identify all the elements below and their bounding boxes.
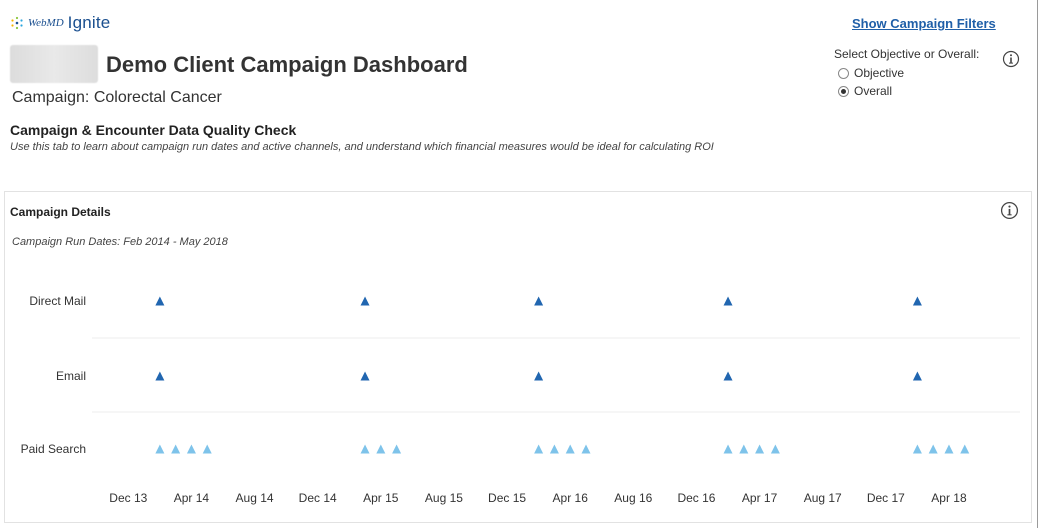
x-tick-label: Apr 15 <box>363 491 399 505</box>
x-tick-label: Dec 15 <box>488 491 526 505</box>
logo-prefix: WebMD <box>28 17 64 29</box>
campaign-details-panel <box>4 191 1032 523</box>
marker-paid-search <box>186 444 196 454</box>
marker-paid-search <box>360 444 370 454</box>
marker-paid-search <box>723 444 733 454</box>
radio-overall-label: Overall <box>854 84 893 98</box>
radio-overall[interactable]: Overall <box>838 84 892 98</box>
marker-paid-search <box>392 444 402 454</box>
x-tick-label: Aug 17 <box>804 491 842 505</box>
marker-direct-mail <box>155 296 165 306</box>
radio-objective-label: Objective <box>854 66 905 80</box>
marker-email <box>155 371 165 381</box>
page-title: Demo Client Campaign Dashboard <box>106 52 468 77</box>
marker-paid-search <box>770 444 780 454</box>
sparkle-icon <box>11 16 23 30</box>
webmd-ignite-logo: WebMD Ignite <box>10 13 110 33</box>
marker-direct-mail <box>912 296 922 306</box>
x-tick-label: Dec 17 <box>867 491 905 505</box>
marker-paid-search <box>534 444 544 454</box>
marker-direct-mail <box>723 296 733 306</box>
marker-paid-search <box>155 444 165 454</box>
marker-paid-search <box>944 444 954 454</box>
marker-paid-search <box>739 444 749 454</box>
info-icon[interactable] <box>1002 50 1020 68</box>
row-label-1: Email <box>56 369 86 383</box>
marker-email <box>723 371 733 381</box>
radio-objective[interactable]: Objective <box>838 66 904 80</box>
x-tick-label: Apr 16 <box>553 491 589 505</box>
x-tick-label: Aug 14 <box>236 491 274 505</box>
logo-name: Ignite <box>67 13 111 32</box>
marker-paid-search <box>565 444 575 454</box>
client-logo-placeholder <box>10 45 98 83</box>
x-tick-label: Dec 16 <box>677 491 715 505</box>
show-campaign-filters-link[interactable]: Show Campaign Filters <box>852 16 996 31</box>
x-tick-label: Apr 17 <box>742 491 778 505</box>
marker-direct-mail <box>534 296 544 306</box>
x-tick-label: Dec 13 <box>109 491 147 505</box>
radio-objective-circle[interactable] <box>838 67 849 79</box>
marker-paid-search <box>376 444 386 454</box>
panel-title: Campaign Details <box>10 205 111 219</box>
marker-paid-search <box>928 444 938 454</box>
row-label-2: Paid Search <box>21 442 86 456</box>
section-subtitle: Use this tab to learn about campaign run… <box>10 141 714 153</box>
section-title: Campaign & Encounter Data Quality Check <box>10 122 297 138</box>
marker-paid-search <box>202 444 212 454</box>
campaign-label: Campaign: Colorectal Cancer <box>12 89 222 106</box>
x-tick-label: Aug 15 <box>425 491 463 505</box>
marker-email <box>360 371 370 381</box>
marker-email <box>534 371 544 381</box>
x-tick-label: Aug 16 <box>614 491 652 505</box>
radio-overall-circle[interactable] <box>838 85 849 97</box>
marker-email <box>912 371 922 381</box>
marker-direct-mail <box>360 296 370 306</box>
campaign-run-dates: Campaign Run Dates: Feb 2014 - May 2018 <box>12 236 228 248</box>
campaign-channel-chart: Direct Mail Email Paid Search Dec 13 Apr 14 A… <box>21 294 1020 505</box>
x-tick-label: Apr 18 <box>931 491 967 505</box>
marker-paid-search <box>912 444 922 454</box>
x-tick-label: Apr 14 <box>174 491 210 505</box>
marker-paid-search <box>549 444 559 454</box>
marker-paid-search <box>171 444 181 454</box>
objective-selector-label: Select Objective or Overall: <box>834 47 980 61</box>
marker-paid-search <box>755 444 765 454</box>
x-tick-label: Dec 14 <box>299 491 337 505</box>
marker-paid-search <box>581 444 591 454</box>
row-label-0: Direct Mail <box>29 294 86 308</box>
panel-info-icon[interactable] <box>1000 201 1019 220</box>
marker-paid-search <box>960 444 970 454</box>
